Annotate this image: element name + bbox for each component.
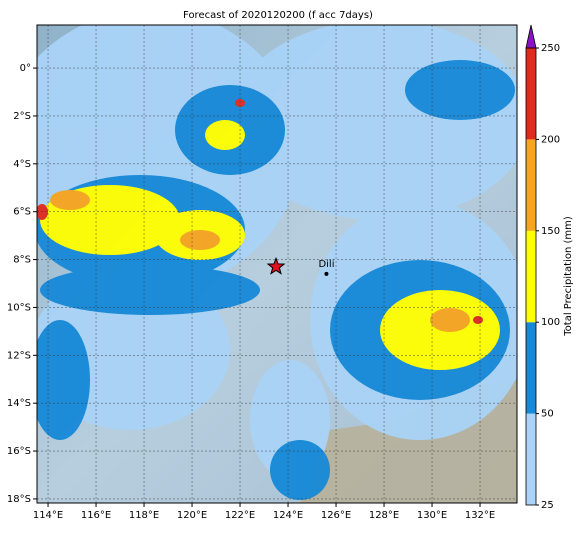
map-area: Dili <box>37 25 517 503</box>
x-tick-label: 120°E <box>177 510 207 521</box>
colorbar-segment <box>526 139 536 231</box>
colorbar-tick-label: 50 <box>541 409 554 420</box>
y-tick-label: 2°S <box>13 111 31 122</box>
x-tick-label: 130°E <box>417 510 447 521</box>
colorbar-segment <box>526 48 536 140</box>
x-tick-label: 116°E <box>81 510 111 521</box>
y-tick-label: 18°S <box>7 494 31 505</box>
colorbar-tick-label: 250 <box>541 43 560 54</box>
colorbar-tick-label: 25 <box>541 500 554 511</box>
x-tick-label: 122°E <box>225 510 255 521</box>
x-tick-label: 114°E <box>33 510 63 521</box>
y-tick-label: 10°S <box>7 302 31 313</box>
y-tick-label: 6°S <box>13 207 31 218</box>
x-tick-label: 126°E <box>321 510 351 521</box>
y-tick-label: 14°S <box>7 398 31 409</box>
colorbar-segment <box>526 230 536 323</box>
colorbar-segment <box>526 413 536 505</box>
place-label: Dili <box>318 259 334 270</box>
graticule: Dili <box>37 25 517 503</box>
y-tick-label: 4°S <box>13 159 31 170</box>
map-frame <box>36 24 518 504</box>
colorbar-tick-label: 200 <box>541 134 560 145</box>
chart-title: Forecast of 2020120200 (f acc 7days) <box>183 10 373 21</box>
place-dot <box>324 271 329 276</box>
x-tick-label: 124°E <box>273 510 303 521</box>
colorbar-extend <box>525 24 537 49</box>
colorbar-tick-label: 100 <box>541 317 560 328</box>
location-star <box>266 256 286 275</box>
colorbar-segment <box>526 322 536 414</box>
colorbar-frame <box>525 47 537 506</box>
x-tick-label: 132°E <box>465 510 495 521</box>
colorbar-label: Total Precipitation (mm) <box>563 216 574 337</box>
colorbar: 25 50 100 150 200 250 <box>525 24 560 511</box>
y-tick-label: 12°S <box>7 350 31 361</box>
precip-field <box>37 25 517 500</box>
x-tick-label: 128°E <box>369 510 399 521</box>
colorbar-tick-label: 150 <box>541 226 560 237</box>
y-tick-label: 8°S <box>13 255 31 266</box>
y-tick-label: 16°S <box>7 446 31 457</box>
x-tick-label: 118°E <box>129 510 159 521</box>
y-tick-label: 0° <box>20 63 31 74</box>
